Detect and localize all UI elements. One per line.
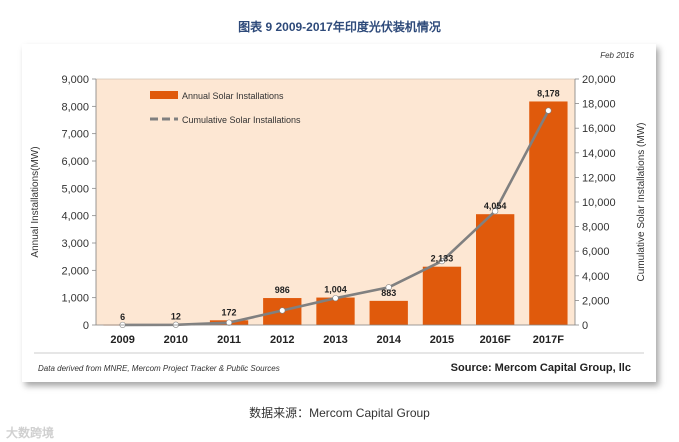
- right-tick-label: 10,000: [582, 197, 616, 209]
- data-labels: 6 12 172 986 1,004 883 2,133 4,054 8,178: [120, 88, 560, 321]
- bar-series: [103, 101, 568, 326]
- left-tick-label: 8,000: [61, 101, 89, 113]
- cumulative-point-2015: [438, 257, 446, 265]
- data-label-2009: 6: [120, 312, 125, 322]
- chart-frame: 0 1,000 2,000 3,000 4,000 5,000 6,000 7,000 8,00…: [22, 44, 656, 382]
- x-tick-label-2013: 2013: [323, 334, 347, 346]
- left-tick-label: 9,000: [61, 74, 89, 86]
- left-axis-title: Annual Installations(MW): [30, 146, 41, 257]
- right-tick-label: 12,000: [582, 172, 616, 184]
- left-tick-label: 1,000: [61, 293, 89, 305]
- data-label-2016F: 4,054: [484, 201, 507, 211]
- left-tick-label: 5,000: [61, 183, 89, 195]
- data-label-2013: 1,004: [324, 285, 347, 295]
- cumulative-point-2012: [279, 307, 286, 314]
- x-tick-label-2016F: 2016F: [480, 334, 511, 346]
- x-tick-label-2014: 2014: [376, 334, 401, 346]
- right-tick-label: 20,000: [582, 74, 616, 86]
- left-tick-label: 4,000: [61, 211, 89, 223]
- footnote: Data derived from MNRE, Mercom Project T…: [38, 364, 280, 373]
- cumulative-point-2013: [332, 295, 339, 302]
- date-note: Feb 2016: [600, 51, 634, 60]
- x-tick-label-2010: 2010: [164, 334, 188, 346]
- left-tick-label: 2,000: [61, 265, 89, 277]
- bar-2015: [422, 266, 462, 325]
- bar-2014: [369, 300, 408, 325]
- left-tick-label: 6,000: [61, 156, 89, 168]
- left-tick-label: 7,000: [61, 129, 89, 141]
- right-tick-label: 4,000: [582, 271, 610, 283]
- left-y-axis: 0 1,000 2,000 3,000 4,000 5,000 6,000 7,000 8,00…: [61, 74, 97, 332]
- cumulative-point-2017F: [545, 107, 552, 114]
- right-tick-label: 2,000: [582, 295, 610, 307]
- source-caption: 数据来源：Mercom Capital Group: [249, 406, 430, 420]
- left-tick-label: 0: [83, 320, 89, 332]
- watermark: 大数跨境: [6, 426, 55, 440]
- figure-title: 图表 9 2009-2017年印度光伏装机情况: [238, 20, 441, 34]
- left-tick-label: 3,000: [61, 238, 89, 250]
- data-label-2011: 172: [222, 307, 237, 317]
- bar-2016F: [476, 214, 515, 325]
- data-label-2015: 2,133: [431, 254, 454, 264]
- legend: Annual Solar Installations Cumulative So…: [150, 91, 301, 125]
- x-tick-label-2011: 2011: [217, 334, 241, 346]
- legend-cumulative-label: Cumulative Solar Installations: [182, 115, 301, 125]
- x-axis: 2009 2010 2011 2012 2013 2014 2015 2016F 2017F: [96, 324, 575, 346]
- right-tick-label: 18,000: [582, 99, 616, 111]
- right-axis-title: Cumulative Solar Installations (MW): [636, 123, 647, 282]
- data-label-2010: 12: [171, 312, 181, 322]
- right-tick-label: 14,000: [582, 148, 616, 160]
- legend-annual-label: Annual Solar Installations: [182, 91, 284, 101]
- x-tick-label-2015: 2015: [430, 334, 454, 346]
- right-tick-label: 8,000: [582, 222, 610, 234]
- x-tick-label-2009: 2009: [110, 334, 134, 346]
- right-tick-label: 6,000: [582, 246, 610, 258]
- data-label-2012: 986: [275, 285, 290, 295]
- india-solar-chart: 0 1,000 2,000 3,000 4,000 5,000 6,000 7,000 8,00…: [30, 51, 647, 374]
- data-label-2017F: 8,178: [537, 88, 560, 98]
- cumulative-point-2016F: [492, 208, 499, 215]
- right-tick-label: 16,000: [582, 123, 616, 135]
- cumulative-point-2011: [225, 319, 233, 326]
- x-tick-label-2012: 2012: [270, 334, 294, 346]
- x-tick-label-2017F: 2017F: [533, 334, 564, 346]
- chart-source: Source: Mercom Capital Group, llc: [451, 362, 631, 374]
- data-label-2014: 883: [381, 288, 396, 298]
- right-y-axis: 0 2,000 4,000 6,000 8,000 10,000 12,000 14,000 1…: [574, 74, 616, 332]
- bar-2017F: [529, 101, 568, 325]
- legend-bar-swatch: [150, 91, 178, 99]
- right-tick-label: 0: [582, 320, 588, 332]
- cumulative-point-2014: [385, 284, 392, 291]
